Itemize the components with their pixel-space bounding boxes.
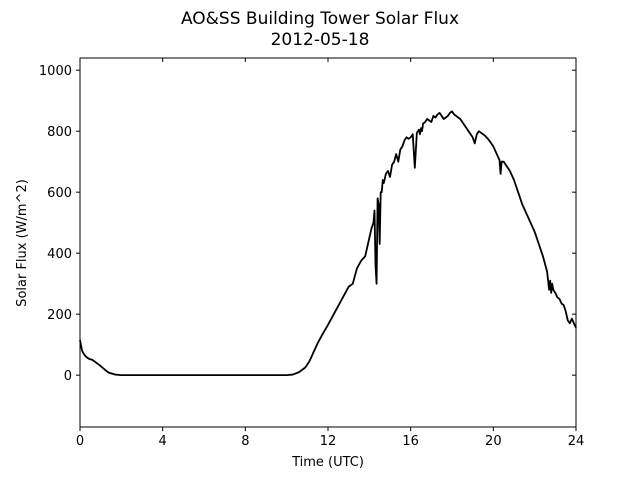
x-tick-label: 20 [485,434,502,449]
x-tick-label: 0 [76,434,84,449]
y-tick-label: 0 [64,369,72,384]
y-ticks: 0 200 400 600 800 1000 [39,64,576,384]
x-ticks: 0 4 8 12 16 20 24 [76,58,584,449]
x-tick-label: 4 [159,434,167,449]
y-tick-label: 800 [47,125,72,140]
solar-flux-line [79,110,577,377]
x-tick-label: 16 [402,434,419,449]
y-tick-label: 400 [47,247,72,262]
chart-title: AO&SS Building Tower Solar Flux [181,9,459,29]
chart-subtitle: 2012-05-18 [271,30,370,50]
x-tick-label: 8 [241,434,249,449]
y-tick-label: 600 [47,186,72,201]
x-tick-label: 24 [568,434,585,449]
x-tick-label: 12 [320,434,337,449]
x-axis-label: Time (UTC) [291,455,364,470]
y-tick-label: 1000 [39,64,72,79]
y-axis-label: Solar Flux (W/m^2) [15,179,30,307]
y-tick-label: 200 [47,308,72,323]
